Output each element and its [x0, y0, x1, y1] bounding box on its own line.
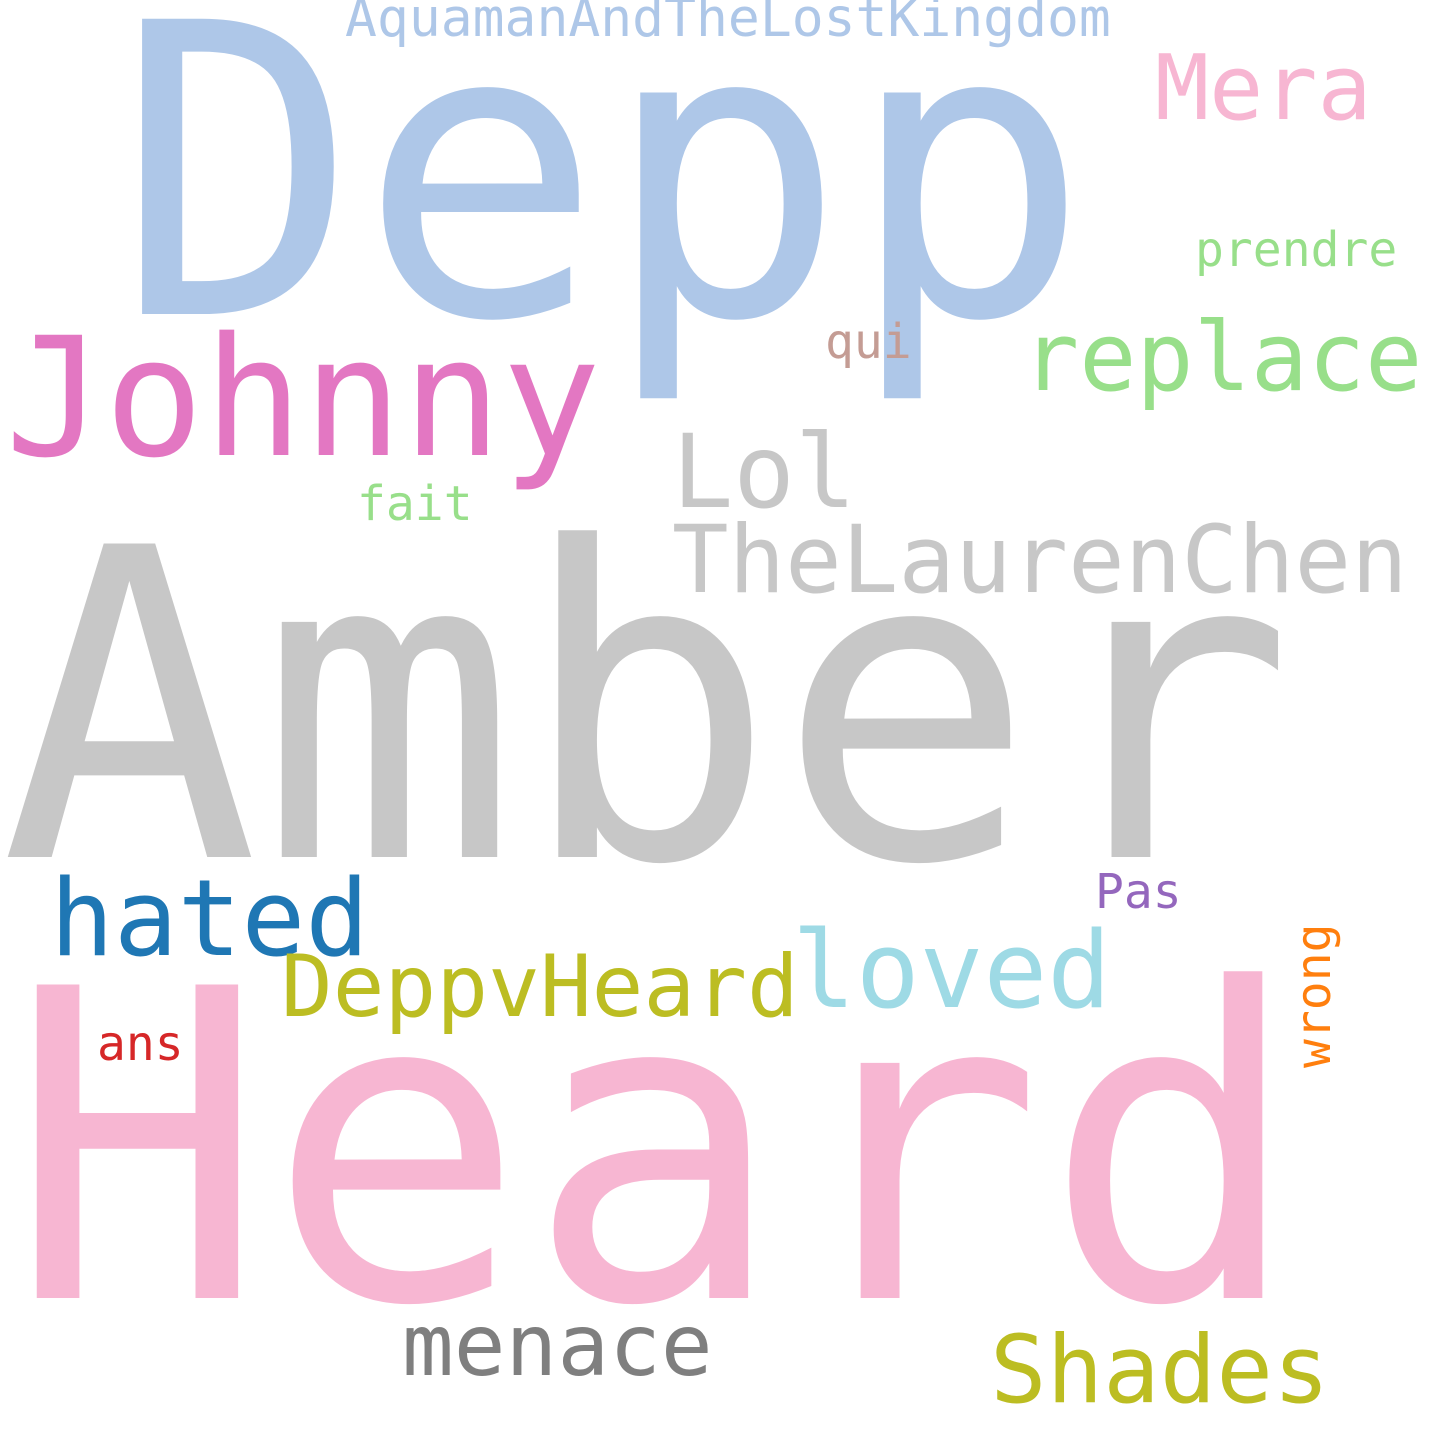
word-pas: Pas [1095, 864, 1182, 920]
word-hated: hated [50, 857, 370, 980]
word-shades: Shades [990, 1316, 1330, 1425]
word-lol: Lol [672, 413, 857, 532]
word-menace: menace [402, 1296, 713, 1396]
word-fait: fait [357, 476, 473, 532]
word-aquamanandthelostkingdom: AquamanAndTheLostKingdom [345, 0, 1111, 49]
word-wrong: wrong [1286, 923, 1342, 1069]
word-loved: loved [792, 909, 1112, 1032]
word-prendre: prendre [1195, 222, 1398, 278]
word-depp: Depp [115, 0, 1091, 410]
word-heard: Heard [8, 900, 1303, 1400]
word-deppvheard: DeppvHeard [281, 937, 799, 1037]
word-mera: Mera [1155, 36, 1372, 141]
word-johnny: Johnny [5, 302, 602, 494]
word-qui: qui [825, 314, 912, 370]
word-thelaurenchen: TheLaurenChen [672, 506, 1408, 615]
word-ans: ans [97, 1016, 184, 1072]
word-amber: Amber [0, 459, 1295, 959]
word-replace: replace [1022, 303, 1423, 413]
